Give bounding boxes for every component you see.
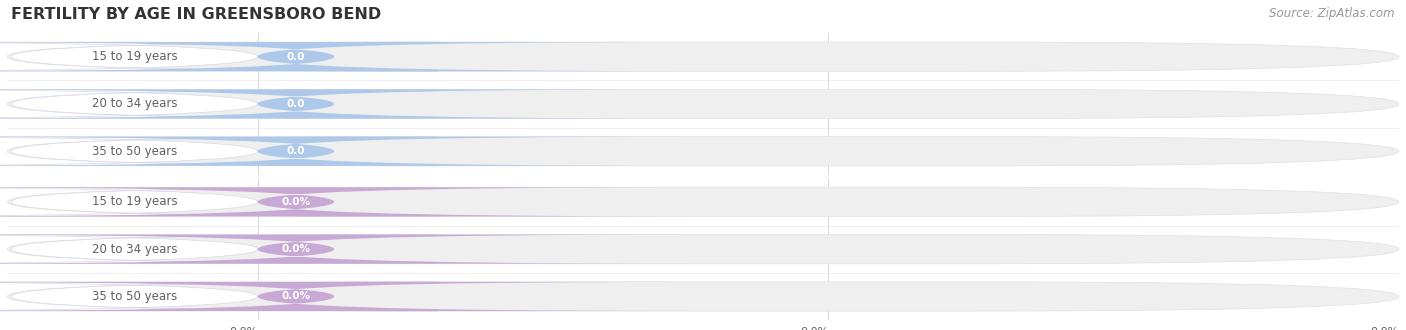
Text: 0.0: 0.0 [1381, 182, 1399, 192]
FancyBboxPatch shape [0, 235, 685, 264]
FancyBboxPatch shape [7, 137, 1399, 166]
Text: 0.0: 0.0 [287, 52, 305, 62]
Text: 0.0: 0.0 [811, 182, 828, 192]
Text: 0.0%: 0.0% [281, 197, 311, 207]
Text: 20 to 34 years: 20 to 34 years [91, 243, 177, 256]
FancyBboxPatch shape [0, 235, 439, 264]
FancyBboxPatch shape [0, 187, 685, 216]
Text: 20 to 34 years: 20 to 34 years [91, 97, 177, 111]
FancyBboxPatch shape [0, 282, 685, 311]
Text: 0.0%: 0.0% [281, 291, 311, 301]
Text: FERTILITY BY AGE IN GREENSBORO BEND: FERTILITY BY AGE IN GREENSBORO BEND [11, 7, 381, 21]
FancyBboxPatch shape [0, 187, 439, 216]
FancyBboxPatch shape [7, 89, 1399, 118]
FancyBboxPatch shape [0, 137, 439, 166]
Text: 15 to 19 years: 15 to 19 years [91, 195, 177, 208]
FancyBboxPatch shape [0, 42, 439, 71]
FancyBboxPatch shape [7, 187, 1399, 216]
Text: 0.0%: 0.0% [800, 327, 828, 330]
Text: 0.0%: 0.0% [1371, 327, 1399, 330]
Text: 0.0%: 0.0% [229, 327, 257, 330]
Text: 0.0: 0.0 [287, 99, 305, 109]
Text: 0.0%: 0.0% [281, 244, 311, 254]
Text: Source: ZipAtlas.com: Source: ZipAtlas.com [1270, 7, 1395, 19]
FancyBboxPatch shape [0, 89, 439, 118]
FancyBboxPatch shape [7, 42, 1399, 71]
FancyBboxPatch shape [0, 89, 685, 118]
Text: 35 to 50 years: 35 to 50 years [91, 290, 177, 303]
FancyBboxPatch shape [0, 137, 685, 166]
Text: 15 to 19 years: 15 to 19 years [91, 50, 177, 63]
Text: 0.0: 0.0 [287, 146, 305, 156]
FancyBboxPatch shape [7, 235, 1399, 264]
Text: 35 to 50 years: 35 to 50 years [91, 145, 177, 158]
FancyBboxPatch shape [0, 282, 439, 311]
FancyBboxPatch shape [0, 42, 685, 71]
FancyBboxPatch shape [7, 282, 1399, 311]
Text: 0.0: 0.0 [240, 182, 257, 192]
